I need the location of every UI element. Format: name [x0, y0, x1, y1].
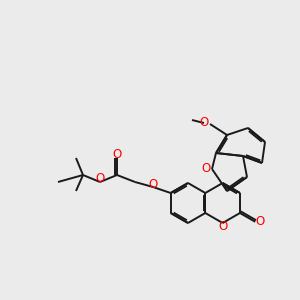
- Text: O: O: [148, 178, 158, 190]
- Text: O: O: [218, 220, 227, 233]
- Text: O: O: [200, 116, 208, 130]
- Text: O: O: [255, 215, 264, 228]
- Text: O: O: [112, 148, 122, 160]
- Text: O: O: [201, 163, 211, 176]
- Text: O: O: [95, 172, 105, 185]
